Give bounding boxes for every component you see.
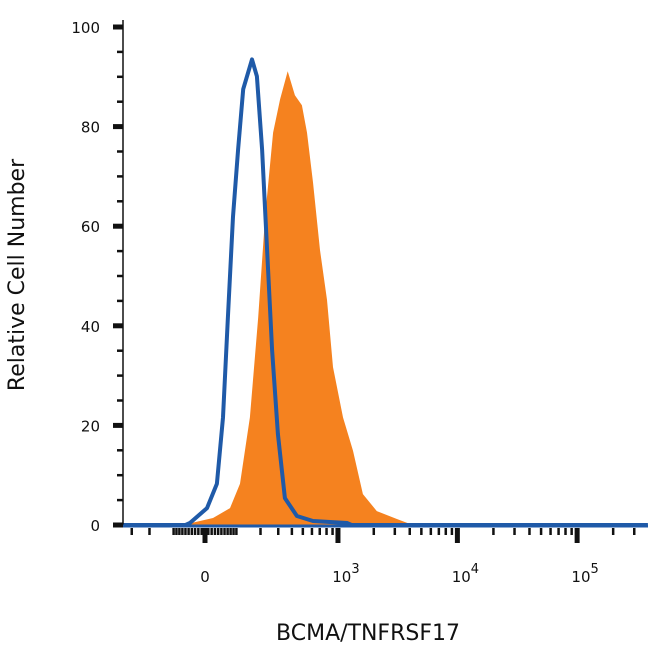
- x-tick-label: 0: [200, 568, 210, 586]
- histogram-line-series-1: [123, 57, 648, 527]
- y-tick-label: 80: [81, 119, 100, 137]
- y-tick-label: 100: [71, 19, 100, 37]
- y-tick-label: 60: [81, 218, 100, 236]
- x-tick-label: 104: [452, 562, 479, 586]
- x-tick-label: 103: [332, 562, 359, 586]
- plot-area: [123, 57, 648, 527]
- x-axis-title: BCMA/TNFRSF17: [276, 621, 460, 646]
- x-tick-label: 105: [571, 562, 598, 586]
- y-axis-title: Relative Cell Number: [5, 158, 30, 391]
- y-tick-label: 40: [81, 318, 100, 336]
- axes: 0 20 40 60 80 100 0 103 104 105: [71, 19, 648, 586]
- y-tick-label: 0: [90, 517, 100, 535]
- y-tick-label: 20: [81, 417, 100, 435]
- histogram-filled-series-0: [123, 71, 648, 526]
